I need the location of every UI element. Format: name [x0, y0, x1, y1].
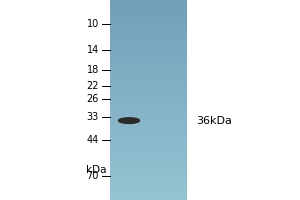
Text: 26: 26: [87, 94, 99, 104]
Text: 44: 44: [87, 135, 99, 145]
Text: 22: 22: [86, 81, 99, 91]
Text: 10: 10: [87, 19, 99, 29]
Text: kDa: kDa: [86, 165, 106, 175]
Text: 33: 33: [87, 112, 99, 122]
Ellipse shape: [118, 118, 140, 123]
Text: 70: 70: [87, 171, 99, 181]
Text: 18: 18: [87, 65, 99, 75]
Text: 14: 14: [87, 45, 99, 55]
Text: 36kDa: 36kDa: [196, 116, 232, 126]
